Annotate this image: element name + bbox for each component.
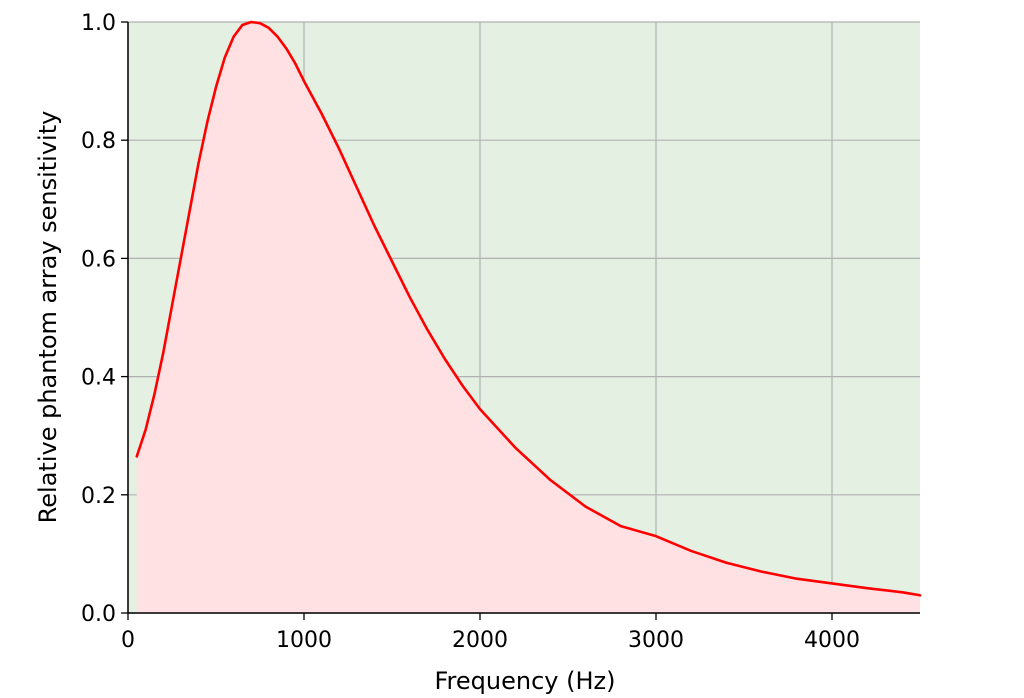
sensitivity-curve (135, 20, 922, 597)
x-axis-label: Frequency (Hz) (435, 667, 616, 695)
x-axis-ticks: 0 1000 2000 3000 4000 (121, 613, 860, 653)
series-line (135, 20, 922, 597)
y-tick-label: 0.4 (81, 366, 116, 391)
y-tick-label: 0.6 (81, 247, 116, 272)
x-tick-label: 4000 (804, 628, 860, 653)
x-tick-label: 3000 (628, 628, 684, 653)
y-tick-label: 0.8 (81, 129, 116, 154)
y-axis-label: Relative phantom array sensitivity (34, 111, 62, 524)
area-under-curve (136, 22, 921, 613)
plot-frame (127, 22, 920, 614)
x-tick-label: 0 (121, 628, 135, 653)
x-tick-label: 2000 (452, 628, 508, 653)
y-axis-ticks: 0.0 0.2 0.4 0.6 0.8 1.0 (81, 11, 128, 627)
x-tick-label: 1000 (276, 628, 332, 653)
y-tick-label: 0.2 (81, 484, 116, 509)
y-tick-label: 0.0 (81, 602, 116, 627)
area-fill (136, 22, 921, 613)
y-tick-label: 1.0 (81, 11, 116, 36)
